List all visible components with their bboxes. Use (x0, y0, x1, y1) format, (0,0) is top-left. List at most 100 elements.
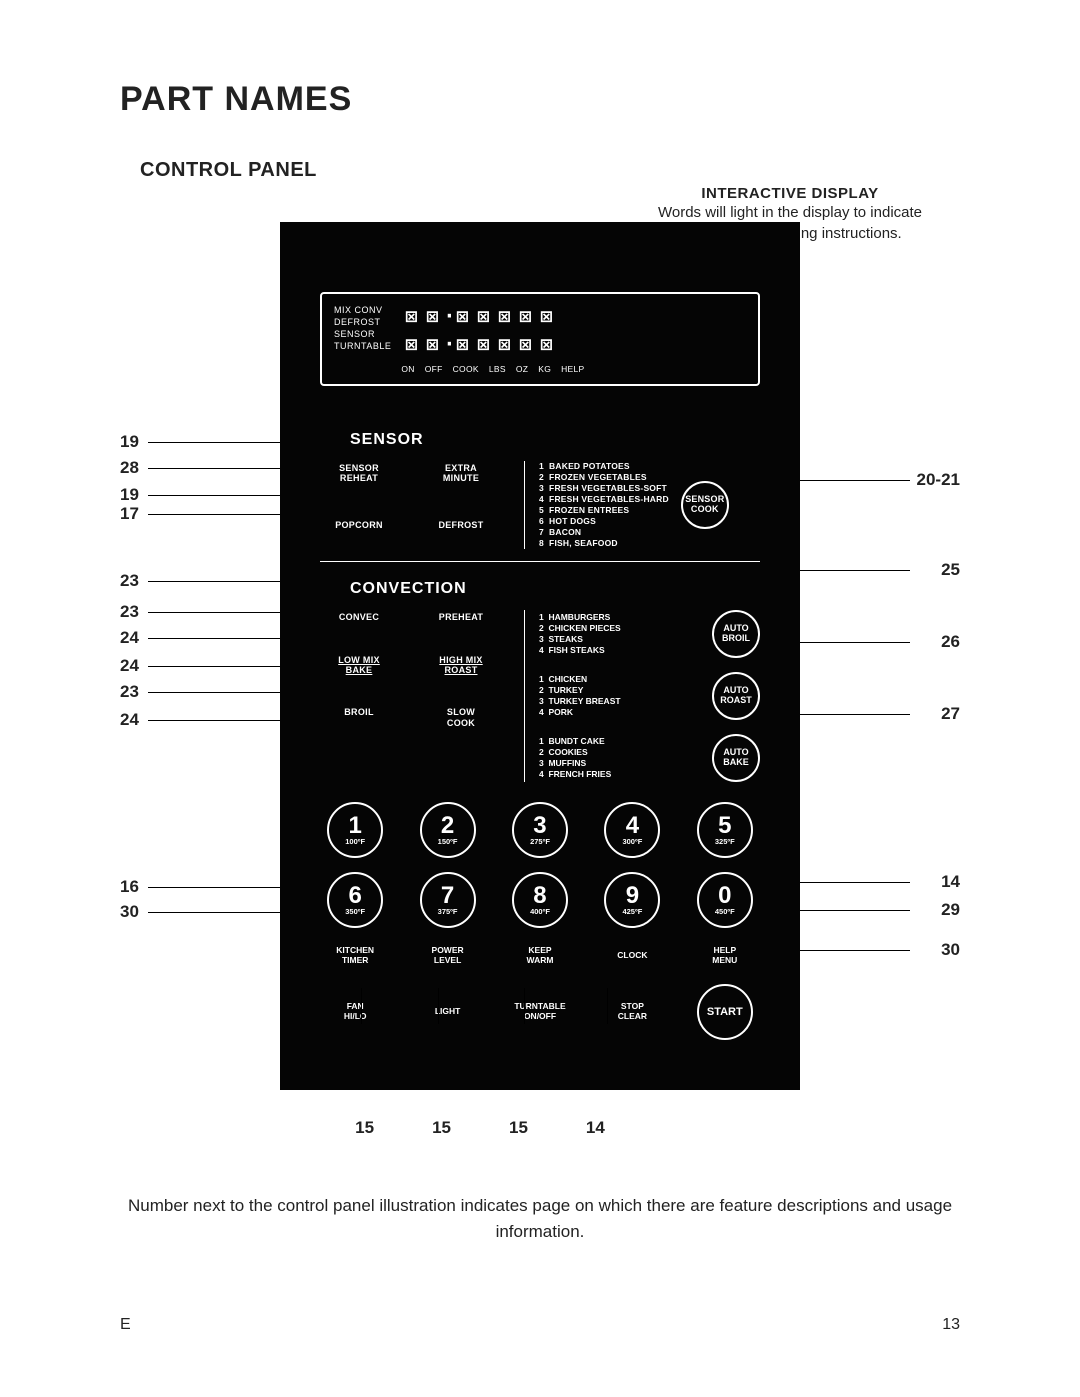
leader-line (790, 910, 910, 911)
leader-line (607, 988, 608, 1024)
numpad-key-4[interactable]: 4300ºF (604, 802, 660, 858)
sensor-buttons: SENSORREHEAT EXTRAMINUTE POPCORN DEFROST (320, 461, 500, 549)
auto-button[interactable]: AUTOBROIL (712, 610, 760, 658)
panel-button[interactable]: KITCHENTIMER (320, 946, 390, 966)
numpad-key-2[interactable]: 2150ºF (420, 802, 476, 858)
footer-right: 13 (942, 1316, 960, 1334)
leader-line (361, 988, 362, 1024)
panel-button[interactable]: CONVEC (320, 610, 398, 624)
page-ref: 23 (120, 571, 139, 591)
page-ref: 23 (120, 682, 139, 702)
page-ref: 24 (120, 710, 139, 730)
numpad-key-8[interactable]: 8400ºF (512, 872, 568, 928)
page-ref: 19 (120, 432, 139, 452)
leader-line (148, 468, 288, 469)
leader-line (790, 714, 910, 715)
page-title: PART NAMES (120, 80, 960, 119)
panel-button[interactable]: HELPMENU (690, 946, 760, 966)
leader-line (790, 480, 910, 481)
bottom-page-refs: 15 15 15 14 (0, 1118, 960, 1138)
panel-button[interactable]: POWERLEVEL (412, 946, 482, 966)
convection-buttons: CONVEC PREHEAT LOW MIXBAKE HIGH MIXROAST BRO… (320, 610, 500, 730)
digit-row-top: ⊠⊠· ⊠⊠⊠⊠⊠ (401, 304, 746, 328)
leader-line (148, 495, 288, 496)
panel-button[interactable]: HIGH MIXROAST (422, 653, 500, 678)
page-ref: 24 (120, 656, 139, 676)
page-ref: 20-21 (917, 470, 960, 490)
numpad-key-0[interactable]: 0450ºF (697, 872, 753, 928)
caption-text: Number next to the control panel illustr… (120, 1193, 960, 1246)
convection-title: CONVECTION (350, 580, 760, 598)
leader-line (790, 882, 910, 883)
display-digits: ⊠⊠· ⊠⊠⊠⊠⊠ ⊠⊠· ⊠⊠⊠⊠⊠ ONOFFCOOKLBSOZKGHELP (401, 304, 746, 374)
page-ref: 30 (941, 940, 960, 960)
convection-foods: 1 HAMBURGERS2 CHICKEN PIECES3 STEAKS4 FI… (524, 610, 760, 782)
start-button[interactable]: START (697, 984, 753, 1040)
callout-title: INTERACTIVE DISPLAY (630, 185, 950, 202)
leader-line (790, 950, 910, 951)
leader-line (148, 887, 288, 888)
numpad-key-5[interactable]: 5325ºF (697, 802, 753, 858)
numpad-key-7[interactable]: 7375ºF (420, 872, 476, 928)
bottom-row-2: FANHI/LOLIGHTTURNTABLEON/OFFSTOPCLEARSTA… (320, 984, 760, 1040)
page-ref: 15 (509, 1118, 528, 1138)
page-ref: 15 (355, 1118, 374, 1138)
display-side-labels: MIX CONVDEFROSTSENSORTURNTABLE (334, 304, 391, 353)
leader-line (148, 666, 288, 667)
page-ref: 26 (941, 632, 960, 652)
page-ref: 23 (120, 602, 139, 622)
panel-button[interactable]: LOW MIXBAKE (320, 653, 398, 678)
page-ref: 15 (432, 1118, 451, 1138)
panel-button[interactable]: BROIL (320, 705, 398, 730)
numpad-key-6[interactable]: 6350ºF (327, 872, 383, 928)
sensor-cook-button[interactable]: SENSORCOOK (681, 481, 729, 529)
leader-line (148, 638, 288, 639)
panel-button[interactable]: KEEPWARM (505, 946, 575, 966)
panel-button[interactable]: DEFROST (422, 518, 500, 549)
panel-button[interactable]: SENSORREHEAT (320, 461, 398, 502)
page-ref: 16 (120, 877, 139, 897)
panel-button[interactable]: TURNTABLEON/OFF (505, 1002, 575, 1022)
panel-button[interactable]: LIGHT (412, 1007, 482, 1017)
panel-button[interactable]: POPCORN (320, 518, 398, 549)
leader-line (148, 612, 288, 613)
display-screen: MIX CONVDEFROSTSENSORTURNTABLE ⊠⊠· ⊠⊠⊠⊠⊠… (320, 292, 760, 386)
page-ref: 17 (120, 504, 139, 524)
divider (320, 561, 760, 562)
panel-button[interactable]: PREHEAT (422, 610, 500, 624)
numpad-key-1[interactable]: 1100ºF (327, 802, 383, 858)
page-ref: 29 (941, 900, 960, 920)
leader-line (148, 581, 288, 582)
page-ref: 27 (941, 704, 960, 724)
auto-button[interactable]: AUTOROAST (712, 672, 760, 720)
panel-button[interactable]: FANHI/LO (320, 1002, 390, 1022)
digit-row-bottom: ⊠⊠· ⊠⊠⊠⊠⊠ (401, 332, 746, 356)
display-indicators: ONOFFCOOKLBSOZKGHELP (401, 364, 746, 374)
page-ref: 28 (120, 458, 139, 478)
bottom-row-1: KITCHENTIMER POWERLEVEL KEEPWARM CLOCK HELPM… (320, 946, 760, 966)
footer-left: E (120, 1316, 131, 1334)
leader-line (148, 692, 288, 693)
sensor-section: SENSORREHEATEXTRAMINUTEPOPCORNDEFROST 1 … (320, 461, 760, 549)
leader-line (148, 442, 288, 443)
panel-button[interactable]: CLOCK (597, 951, 667, 961)
panel-wrap: 19 28 19 17 23 23 24 24 23 24 16 30 20-2… (120, 202, 960, 1138)
page-ref: 24 (120, 628, 139, 648)
numpad-key-3[interactable]: 3275ºF (512, 802, 568, 858)
leader-line (438, 988, 439, 1024)
panel-button[interactable]: SLOWCOOK (422, 705, 500, 730)
control-panel: MIX CONVDEFROSTSENSORTURNTABLE ⊠⊠· ⊠⊠⊠⊠⊠… (280, 222, 800, 1090)
leader-line (790, 570, 910, 571)
page-ref: 14 (586, 1118, 605, 1138)
convection-section: CONVEC PREHEAT LOW MIXBAKE HIGH MIXROAST BRO… (320, 610, 760, 782)
page-footer: E 13 (120, 1316, 960, 1334)
numpad-key-9[interactable]: 9425ºF (604, 872, 660, 928)
page-ref: 30 (120, 902, 139, 922)
panel-button[interactable]: EXTRAMINUTE (422, 461, 500, 502)
leader-line (148, 720, 288, 721)
auto-button[interactable]: AUTOBAKE (712, 734, 760, 782)
leader-line (524, 988, 525, 1024)
leader-line (148, 912, 288, 913)
page-ref: 19 (120, 485, 139, 505)
leader-line (790, 642, 910, 643)
